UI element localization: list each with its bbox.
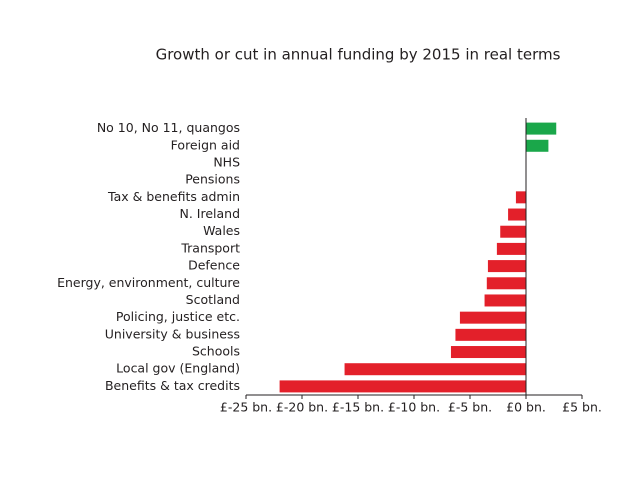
bar	[344, 363, 526, 376]
category-label: Local gov (England)	[116, 361, 240, 376]
category-label: Defence	[188, 258, 240, 273]
category-label: NHS	[213, 154, 240, 169]
category-label: Energy, environment, culture	[57, 275, 240, 290]
bar	[526, 122, 557, 135]
bar	[484, 294, 526, 307]
x-tick-label: £-25 bn.	[220, 400, 272, 415]
bar	[486, 277, 526, 290]
x-tick-label: £-5 bn.	[448, 400, 492, 415]
category-label: Foreign aid	[171, 137, 240, 152]
x-tick-label: £5 bn.	[562, 400, 602, 415]
category-label: Transport	[180, 240, 240, 255]
category-label: Benefits & tax credits	[105, 378, 240, 393]
bar	[487, 260, 526, 273]
category-label: Wales	[203, 223, 240, 238]
bar	[500, 225, 526, 238]
bar	[450, 346, 526, 359]
category-label: Schools	[192, 344, 240, 359]
category-label: No 10, No 11, quangos	[97, 120, 240, 135]
x-tick-label: £-10 bn.	[388, 400, 440, 415]
x-tick-label: £-20 bn.	[276, 400, 328, 415]
category-label: Pensions	[185, 172, 240, 187]
bar	[515, 191, 526, 204]
bar	[496, 242, 526, 255]
bar	[455, 328, 526, 341]
bar	[459, 311, 526, 324]
category-label: Policing, justice etc.	[116, 309, 240, 324]
bar	[508, 208, 526, 221]
category-label: University & business	[105, 326, 240, 341]
chart-title: Growth or cut in annual funding by 2015 …	[156, 46, 561, 64]
x-tick-label: £0 bn.	[506, 400, 546, 415]
x-tick-label: £-15 bn.	[332, 400, 384, 415]
category-label: Tax & benefits admin	[107, 189, 240, 204]
category-label: Scotland	[186, 292, 240, 307]
bar	[526, 139, 549, 152]
category-label: N. Ireland	[179, 206, 240, 221]
bar	[279, 380, 526, 393]
